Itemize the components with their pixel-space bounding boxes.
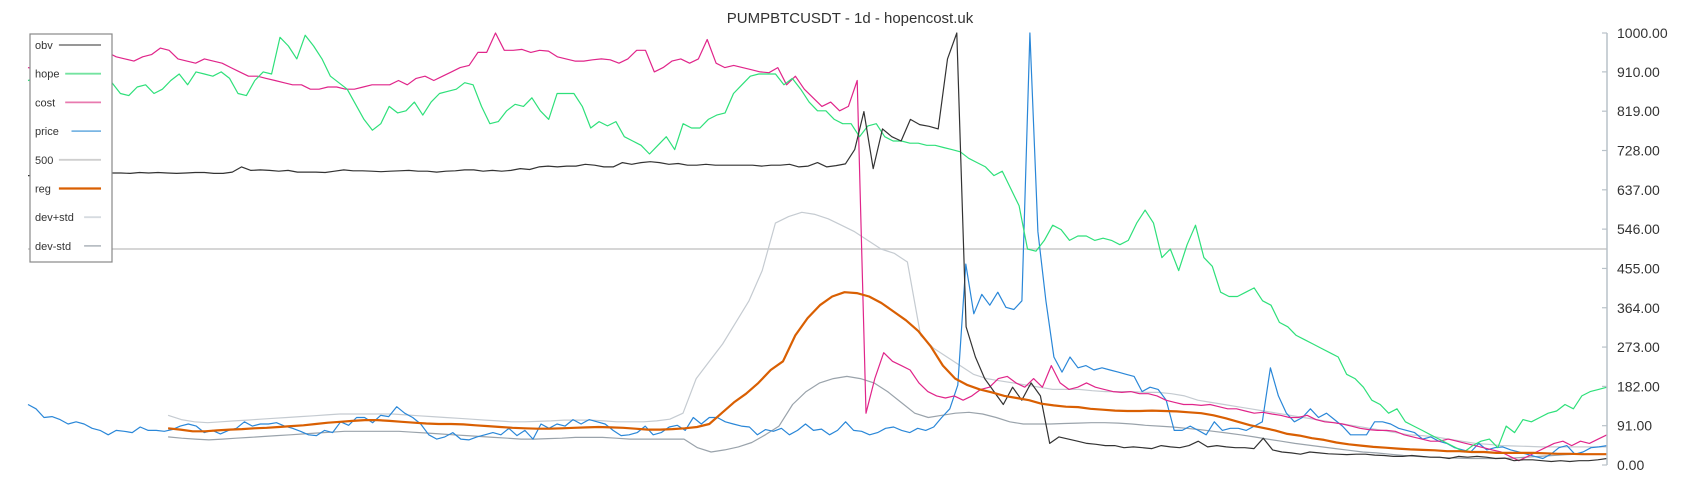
series-price-line [27, 32, 1608, 460]
y-tick-label: 637.00 [1617, 182, 1660, 198]
legend-box [29, 33, 113, 263]
series-reg-line [167, 291, 1607, 456]
legend: obv hope cost price 500 reg dev+std dev-std [29, 33, 113, 263]
legend-item-label: cost [35, 97, 55, 109]
chart-title: PUMPBTCUSDT - 1d - hopencost.uk [726, 10, 974, 27]
y-tick-label: 182.00 [1617, 378, 1660, 394]
y-tick-label: 0.00 [1617, 457, 1644, 473]
legend-item-label: 500 [35, 155, 53, 167]
y-tick-label: 273.00 [1617, 339, 1660, 355]
series-obv-line [28, 32, 1608, 463]
series-hope-line [27, 34, 1608, 453]
legend-item-label: reg [35, 184, 51, 196]
series-dev-std-line [168, 375, 1607, 460]
y-tick-label: 364.00 [1617, 300, 1660, 316]
y-tick-label: 455.00 [1617, 260, 1660, 276]
legend-item-label: dev-std [35, 241, 71, 253]
y-tick-label: 91.00 [1617, 418, 1652, 434]
y-tick-label: 910.00 [1617, 64, 1660, 80]
legend-item-label: hope [35, 69, 59, 81]
series-layer [27, 32, 1608, 463]
y-tick-label: 1000.00 [1617, 25, 1668, 41]
y-tick-label: 819.00 [1617, 103, 1660, 119]
legend-item-label: obv [35, 40, 53, 52]
y-axis: 1000.00 910.00 819.00 728.00 637.00 546.00 455… [1602, 25, 1668, 473]
legend-item-label: dev+std [35, 212, 74, 224]
y-tick-label: 546.00 [1617, 221, 1660, 237]
legend-item-label: price [35, 126, 59, 138]
series-cost-line [27, 32, 1608, 462]
y-tick-label: 728.00 [1617, 143, 1660, 159]
